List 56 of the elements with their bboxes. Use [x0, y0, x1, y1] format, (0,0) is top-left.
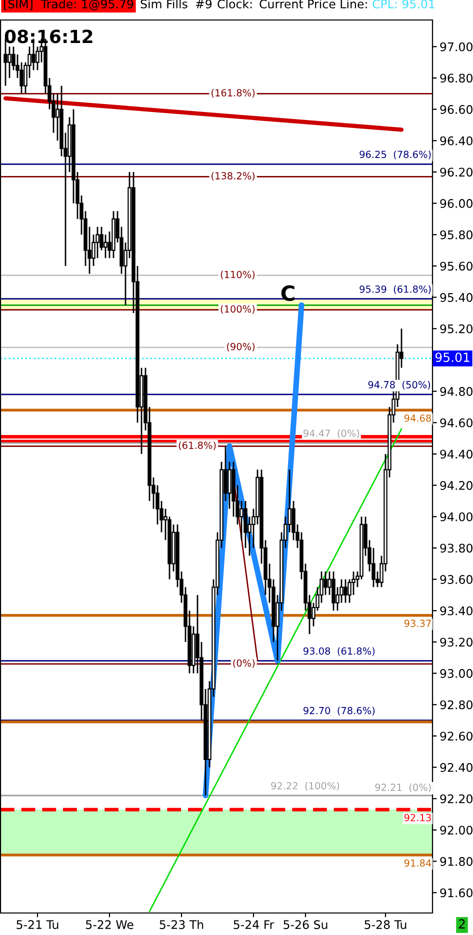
- y-tick-label: 96.40: [440, 136, 472, 146]
- y-tick-label: 94.40: [440, 450, 472, 459]
- x-tick-label: 5-26 Su: [284, 920, 328, 930]
- y-tick-label: 96.00: [440, 199, 472, 208]
- y-tick-label: 94.80: [440, 387, 472, 396]
- ref-line-label: 92.22 (100%): [271, 782, 340, 791]
- y-tick-label: 93.00: [440, 669, 472, 678]
- y-tick-label: 93.40: [440, 606, 472, 616]
- x-tick-label: 5-23 Th: [160, 920, 204, 930]
- annotation: (161.8%): [212, 88, 255, 98]
- y-tick-label: 92.20: [440, 794, 472, 804]
- y-tick-label: 94.00: [440, 512, 472, 522]
- y-tick-label: 95.20: [440, 324, 472, 334]
- annotation: (61.8%): [178, 441, 216, 450]
- y-tick-label: 93.20: [440, 638, 472, 647]
- y-tick-label: 92.00: [440, 826, 472, 835]
- ref-line-label: 94.47 (0%): [304, 429, 360, 438]
- ref-line-label: 94.68: [404, 414, 431, 422]
- annotation: C: [281, 285, 294, 302]
- ref-line-label: 96.25 (78.6%): [360, 150, 431, 160]
- x-tick-label: 5-28 Tu: [364, 920, 406, 930]
- ref-line-label: 95.01: [435, 352, 470, 362]
- y-tick-label: 95.80: [440, 230, 472, 240]
- ref-line-label: 93.37: [404, 620, 431, 628]
- y-tick-label: 92.60: [440, 732, 472, 741]
- annotation: (90%): [227, 342, 255, 352]
- y-tick-label: 96.80: [440, 74, 472, 83]
- y-tick-label: 93.60: [440, 575, 472, 584]
- annotation: (0%): [233, 659, 255, 668]
- y-tick-label: 95.40: [440, 293, 472, 302]
- y-tick-label: 94.60: [440, 418, 472, 428]
- y-tick-label: 97.00: [440, 42, 472, 52]
- y-tick-label: 91.60: [440, 888, 472, 898]
- x-tick-label: 5-21 Tu: [16, 920, 58, 930]
- ref-line-label: 93.08 (61.8%): [304, 647, 375, 656]
- y-tick-label: 96.20: [440, 168, 472, 177]
- annotation: (138.2%): [212, 172, 255, 181]
- y-tick-label: 91.80: [440, 857, 472, 866]
- y-tick-label: 95.60: [440, 262, 472, 271]
- ref-line-label: 95.39 (61.8%): [360, 285, 431, 294]
- annotation: (110%): [220, 270, 255, 280]
- y-tick-label: 92.80: [440, 700, 472, 710]
- x-tick-label: 5-22 We: [86, 920, 134, 930]
- ref-line-label: 92.70 (78.6%): [304, 706, 375, 716]
- y-tick-label: 92.40: [440, 763, 472, 772]
- ref-line-label: 94.78 (50%): [368, 380, 430, 390]
- y-tick-label: 96.60: [440, 105, 472, 114]
- annotation: (100%): [220, 305, 255, 314]
- text: 2: [458, 919, 465, 928]
- ref-line-label: 91.84: [404, 859, 432, 867]
- annotation: 92.21 (0%): [375, 784, 431, 792]
- ref-line-label: 92.13: [404, 814, 431, 822]
- x-tick-label: 5-24 Fr: [234, 920, 274, 930]
- annotation: 08:16:12: [4, 30, 92, 44]
- y-tick-label: 93.80: [440, 544, 472, 553]
- y-tick-label: 94.20: [440, 481, 472, 490]
